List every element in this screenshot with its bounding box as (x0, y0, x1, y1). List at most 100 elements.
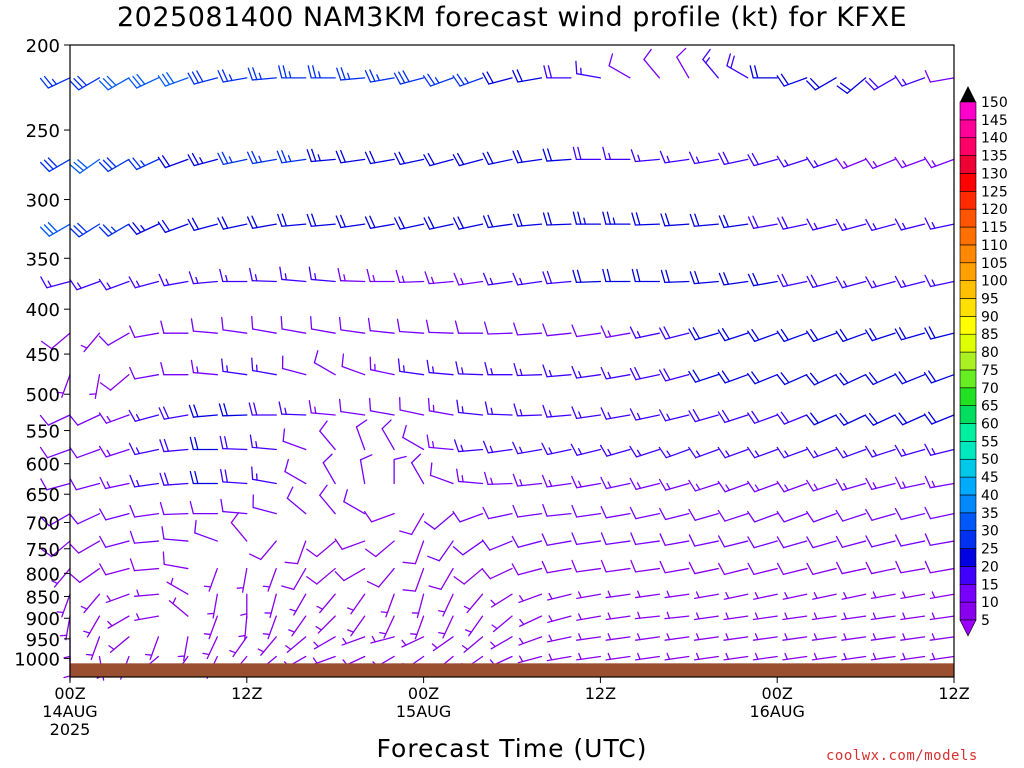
colorbar-swatch (959, 512, 977, 531)
barb-half-feather (56, 391, 64, 394)
wind-barb (306, 148, 336, 163)
wind-barb (464, 615, 484, 637)
barb-feather (659, 507, 667, 521)
barb-half-feather (108, 645, 115, 651)
wind-barb (128, 276, 160, 289)
barb-half-feather (607, 448, 612, 456)
wind-barb (541, 442, 572, 456)
barb-shaft (457, 373, 484, 376)
barb-feather (688, 328, 696, 341)
wind-barb (397, 358, 425, 376)
barb-feather (571, 365, 578, 379)
barb-shaft (575, 332, 602, 338)
wind-barb (453, 567, 484, 585)
barb-feather (721, 370, 731, 382)
barb-half-feather (578, 613, 582, 621)
barb-half-feather (577, 448, 583, 455)
barb-half-feather (578, 411, 582, 419)
barb-shaft (901, 374, 926, 385)
barb-feather (751, 371, 760, 383)
barb-shaft (929, 77, 955, 83)
wind-barb (249, 540, 277, 561)
barb-shaft (605, 513, 631, 519)
wind-barb (806, 446, 837, 459)
barb-shaft (492, 615, 513, 633)
wind-barb (40, 540, 71, 558)
barb-shaft (414, 615, 425, 640)
barb-feather (248, 402, 253, 416)
wind-barb (453, 439, 484, 453)
barb-feather (600, 559, 607, 573)
barb-half-feather (666, 413, 671, 421)
wind-barb (776, 328, 808, 343)
wind-barb (188, 271, 218, 285)
barb-shaft (463, 567, 484, 585)
wind-barb (835, 328, 867, 343)
barb-half-feather (784, 633, 789, 641)
barb-shaft (930, 374, 955, 384)
wind-barb (576, 591, 602, 600)
barb-shaft (47, 414, 71, 426)
barb-half-feather (240, 613, 248, 616)
colorbar-swatch (959, 137, 977, 156)
barb-feather (163, 472, 170, 486)
barb-shaft (343, 567, 366, 582)
wind-barb (806, 274, 837, 288)
barb-feather (190, 318, 195, 332)
barb-half-feather (136, 589, 140, 597)
barb-shaft (251, 446, 277, 451)
wind-barb (723, 652, 749, 661)
barb-shaft (783, 414, 808, 425)
wind-barb (571, 406, 602, 419)
barb-feather (572, 211, 578, 225)
barb-half-feather (695, 483, 701, 491)
barb-feather (157, 221, 166, 233)
barb-feather (602, 146, 607, 161)
barb-half-feather (262, 633, 271, 636)
barb-shaft (319, 494, 336, 515)
wind-barb (399, 513, 425, 536)
barb-feather (423, 217, 431, 230)
barb-shaft (61, 593, 71, 618)
barb-feather (69, 227, 80, 238)
barb-shaft (222, 329, 248, 334)
wind-barb (747, 371, 778, 385)
barb-half-feather (548, 634, 553, 642)
wind-barb (693, 612, 719, 621)
barb-feather (306, 576, 318, 585)
barb-feather (217, 70, 224, 83)
barb-shaft (694, 513, 719, 521)
wind-barb (310, 316, 336, 334)
barb-shaft (664, 567, 690, 574)
barb-half-feather (140, 225, 146, 232)
barb-shaft (251, 478, 277, 485)
wind-barb (202, 636, 218, 660)
wind-barb (83, 615, 101, 638)
barb-feather (571, 504, 578, 518)
wind-barb (278, 401, 307, 416)
wind-barb (281, 355, 307, 376)
wind-barb (399, 396, 425, 416)
wind-barb (128, 442, 160, 456)
barb-feather (512, 441, 519, 455)
barb-feather (132, 75, 142, 87)
colorbar-swatch (959, 333, 977, 353)
barb-feather (723, 272, 730, 285)
wind-barb (776, 536, 808, 549)
barb-feather (894, 414, 904, 426)
barb-half-feather (195, 276, 199, 284)
barb-half-feather (725, 633, 730, 641)
barb-shaft (872, 158, 896, 170)
wind-barb (424, 513, 454, 530)
barb-feather (191, 71, 200, 84)
barb-half-feather (343, 274, 346, 282)
colorbar-swatch (959, 423, 977, 442)
barb-feather (542, 212, 548, 226)
barb-shaft (516, 414, 543, 417)
barb-feather (161, 526, 165, 540)
barb-feather (251, 357, 254, 372)
barb-feather (865, 445, 873, 458)
barb-half-feather (754, 450, 760, 457)
barb-feather (868, 372, 878, 384)
barb-half-feather (63, 655, 71, 659)
